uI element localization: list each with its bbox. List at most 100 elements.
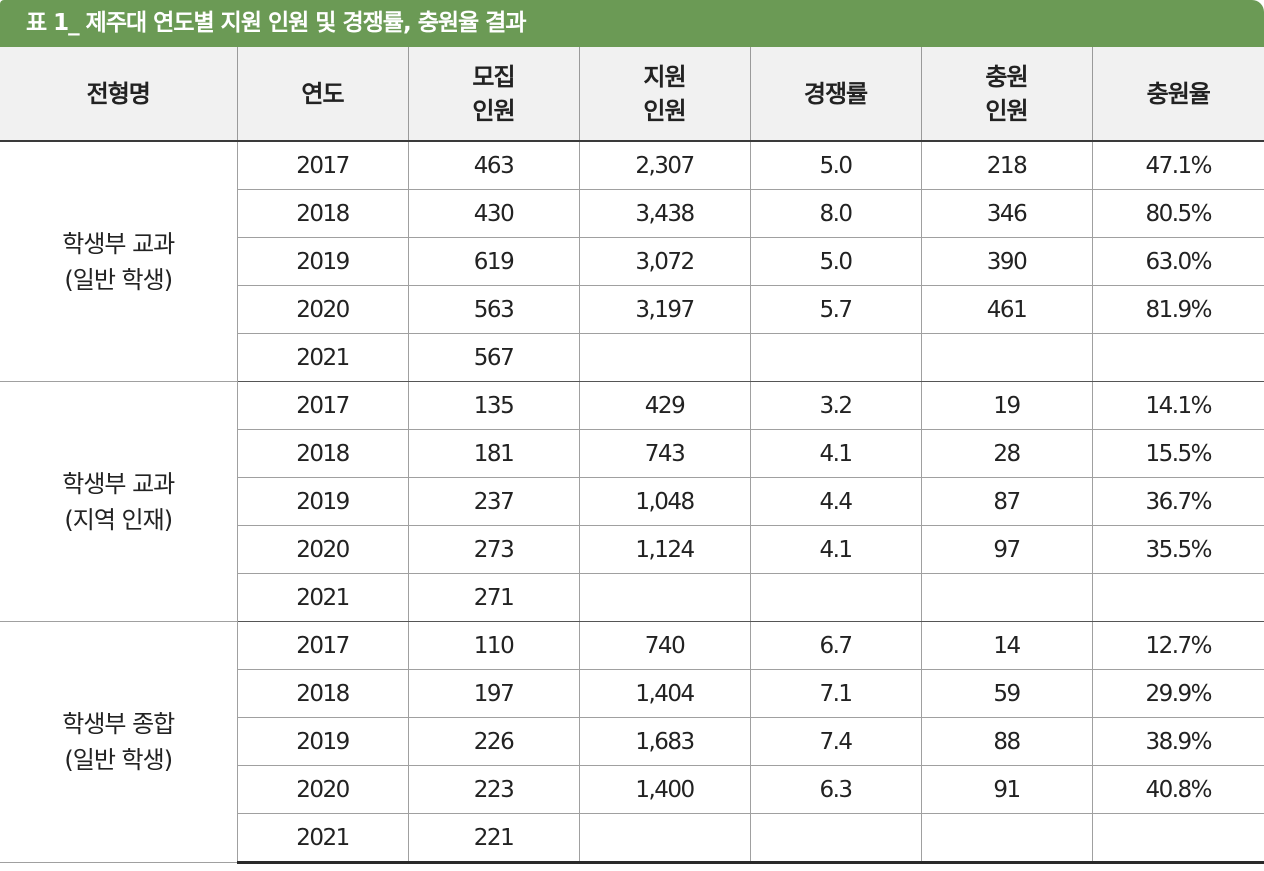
table-row: 2018 197 1,404 7.1 59 29.9% [0, 669, 1264, 718]
fill-rate-cell: 29.9% [1092, 669, 1264, 718]
filled-count-cell: 390 [921, 237, 1093, 286]
table-header-row: 전형명 연도 모집 인원 지원 인원 경쟁률 충원 인원 충원율 [0, 47, 1264, 142]
admission-type-label: (일반 학생) [64, 265, 173, 294]
competition-rate-cell [750, 573, 922, 622]
applicants-cell: 1,404 [579, 669, 751, 718]
year-cell: 2019 [237, 237, 409, 286]
fill-rate-cell [1092, 813, 1264, 864]
table-row: 학생부 교과 (지역 인재) 2017 135 429 3.2 19 14.1% [0, 381, 1264, 622]
header-competition-rate: 경쟁률 [750, 47, 922, 142]
fill-rate-cell: 35.5% [1092, 525, 1264, 574]
header-filled-count: 충원 인원 [921, 47, 1093, 142]
year-cell: 2017 [237, 621, 409, 670]
applicants-cell: 3,072 [579, 237, 751, 286]
competition-rate-cell: 5.0 [750, 237, 922, 286]
filled-count-cell [921, 573, 1093, 622]
applicants-cell: 1,124 [579, 525, 751, 574]
filled-count-cell: 14 [921, 621, 1093, 670]
fill-rate-cell: 14.1% [1092, 381, 1264, 430]
quota-cell: 273 [408, 525, 580, 574]
year-cell: 2020 [237, 765, 409, 814]
admission-type-label: 학생부 교과 [62, 469, 175, 498]
table-row: 2019 226 1,683 7.4 88 38.9% [0, 717, 1264, 766]
applicants-cell: 3,197 [579, 285, 751, 334]
filled-count-cell: 91 [921, 765, 1093, 814]
filled-count-cell: 28 [921, 429, 1093, 478]
quota-cell: 197 [408, 669, 580, 718]
table-row: 2019 619 3,072 5.0 390 63.0% [0, 237, 1264, 286]
year-cell: 2017 [237, 141, 409, 190]
quota-cell: 135 [408, 381, 580, 430]
filled-count-cell [921, 333, 1093, 382]
table-row: 2018 181 743 4.1 28 15.5% [0, 429, 1264, 478]
year-cell: 2018 [237, 669, 409, 718]
header-fill-rate: 충원율 [1092, 47, 1264, 142]
admission-type-cell: 학생부 교과 (일반 학생) [0, 141, 238, 382]
quota-cell: 563 [408, 285, 580, 334]
applicants-cell [579, 813, 751, 864]
competition-rate-cell: 8.0 [750, 189, 922, 238]
filled-count-cell: 19 [921, 381, 1093, 430]
year-cell: 2020 [237, 525, 409, 574]
table-row: 2021 271 [0, 573, 1264, 622]
quota-cell: 181 [408, 429, 580, 478]
filled-count-cell: 346 [921, 189, 1093, 238]
filled-count-cell: 97 [921, 525, 1093, 574]
year-cell: 2017 [237, 381, 409, 430]
quota-cell: 110 [408, 621, 580, 670]
competition-rate-cell: 5.0 [750, 141, 922, 190]
admission-type-label: 학생부 교과 [62, 229, 175, 258]
year-cell: 2021 [237, 573, 409, 622]
table-row: 2021 221 [0, 813, 1264, 864]
quota-cell: 271 [408, 573, 580, 622]
year-cell: 2021 [237, 813, 409, 864]
table-row: 2021 567 [0, 333, 1264, 382]
competition-rate-cell: 6.7 [750, 621, 922, 670]
applicants-cell: 429 [579, 381, 751, 430]
filled-count-cell: 59 [921, 669, 1093, 718]
fill-rate-cell: 47.1% [1092, 141, 1264, 190]
competition-rate-cell: 3.2 [750, 381, 922, 430]
fill-rate-cell: 63.0% [1092, 237, 1264, 286]
fill-rate-cell: 40.8% [1092, 765, 1264, 814]
table-row: 학생부 교과 (일반 학생) 2017 463 2,307 5.0 218 47.1% [0, 141, 1264, 382]
competition-rate-cell: 6.3 [750, 765, 922, 814]
table-row: 학생부 종합 (일반 학생) 2017 110 740 6.7 14 12.7% [0, 621, 1264, 863]
admission-type-label: 학생부 종합 [62, 710, 175, 738]
filled-count-cell [921, 813, 1093, 864]
applicants-cell: 1,683 [579, 717, 751, 766]
table-row: 2018 430 3,438 8.0 346 80.5% [0, 189, 1264, 238]
year-cell: 2018 [237, 189, 409, 238]
applicants-cell: 740 [579, 621, 751, 670]
year-cell: 2019 [237, 717, 409, 766]
competition-rate-cell: 4.1 [750, 525, 922, 574]
table-row: 2019 237 1,048 4.4 87 36.7% [0, 477, 1264, 526]
table-row: 2020 563 3,197 5.7 461 81.9% [0, 285, 1264, 334]
quota-cell: 430 [408, 189, 580, 238]
applicants-cell: 1,048 [579, 477, 751, 526]
table-body: 학생부 교과 (일반 학생) 2017 463 2,307 5.0 218 47.1% 2018… [0, 141, 1264, 864]
admission-type-label: (지역 인재) [64, 505, 173, 534]
fill-rate-cell: 38.9% [1092, 717, 1264, 766]
header-year: 연도 [237, 47, 409, 142]
filled-count-cell: 461 [921, 285, 1093, 334]
table-row: 2020 273 1,124 4.1 97 35.5% [0, 525, 1264, 574]
quota-cell: 619 [408, 237, 580, 286]
year-cell: 2020 [237, 285, 409, 334]
quota-cell: 463 [408, 141, 580, 190]
year-cell: 2018 [237, 429, 409, 478]
competition-rate-cell: 4.1 [750, 429, 922, 478]
applicants-cell: 3,438 [579, 189, 751, 238]
table-row: 2020 223 1,400 6.3 91 40.8% [0, 765, 1264, 814]
admission-type-cell: 학생부 교과 (지역 인재) [0, 381, 238, 622]
competition-rate-cell: 7.1 [750, 669, 922, 718]
quota-cell: 567 [408, 333, 580, 382]
fill-rate-cell: 12.7% [1092, 621, 1264, 670]
quota-cell: 226 [408, 717, 580, 766]
fill-rate-cell [1092, 573, 1264, 622]
filled-count-cell: 88 [921, 717, 1093, 766]
fill-rate-cell: 80.5% [1092, 189, 1264, 238]
competition-rate-cell [750, 813, 922, 864]
competition-rate-cell: 4.4 [750, 477, 922, 526]
header-admission-type: 전형명 [0, 47, 238, 142]
